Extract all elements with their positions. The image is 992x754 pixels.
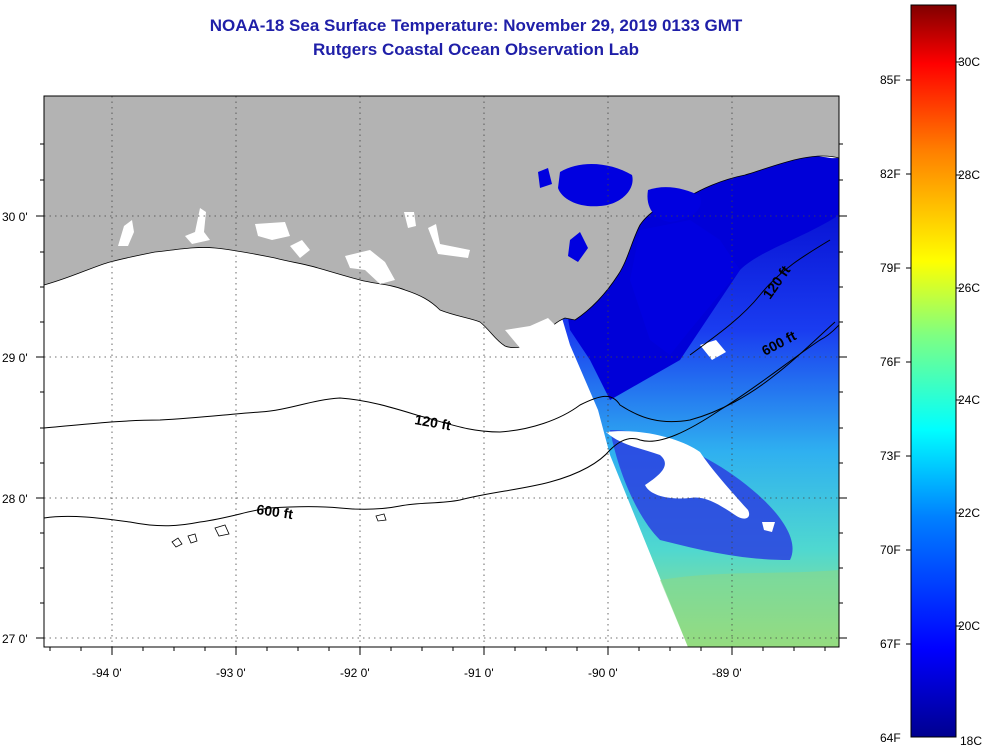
- inland-water-3: [255, 222, 290, 240]
- lake-small-2: [568, 232, 588, 262]
- inland-water-1: [118, 220, 134, 246]
- map-subtitle: Rutgers Coastal Ocean Observation Lab: [313, 40, 639, 59]
- inland-water-7: [345, 250, 395, 284]
- cb-f-67: 67F: [880, 637, 901, 651]
- sst-warm-band: [660, 570, 839, 647]
- colorbar: [910, 4, 957, 738]
- lat-label-30: 30 0': [2, 210, 28, 224]
- colorbar-ticks: [906, 61, 961, 645]
- contour-islands: [171, 513, 387, 548]
- contour-120ft: [44, 321, 836, 433]
- chandeleur-islands: [700, 340, 726, 360]
- cb-f-73: 73F: [880, 449, 901, 463]
- map-border: [43, 95, 840, 648]
- lat-label-29: 29 0': [2, 351, 28, 365]
- inland-water-8: [505, 318, 556, 348]
- lat-label-27: 27 0': [2, 632, 28, 646]
- lon-label-90: -90 0': [588, 666, 618, 680]
- cb-c-30: 30C: [958, 55, 980, 69]
- cb-f-64: 64F: [880, 731, 901, 745]
- contour-600ft: [44, 324, 839, 527]
- breton-sound: [630, 220, 740, 355]
- map-title: NOAA-18 Sea Surface Temperature: Novembe…: [209, 16, 743, 35]
- lake-borgne: [647, 187, 701, 222]
- lon-label-94: -94 0': [92, 666, 122, 680]
- contour-label-120ft-west: 120 ft: [413, 411, 452, 433]
- lat-ticks: [36, 143, 847, 639]
- cb-f-82: 82F: [880, 167, 901, 181]
- cb-c-18: 18C: [960, 734, 982, 748]
- inland-water-6: [428, 224, 470, 258]
- cb-c-28: 28C: [958, 168, 980, 182]
- contour-label-600ft-west: 600 ft: [256, 501, 295, 522]
- lon-label-92: -92 0': [340, 666, 370, 680]
- inland-water-4: [290, 240, 310, 258]
- cb-c-20: 20C: [958, 619, 980, 633]
- map-grid: [44, 96, 839, 647]
- lon-label-93: -93 0': [216, 666, 246, 680]
- lake-small-1: [538, 168, 552, 188]
- cloud-mask: [606, 431, 775, 532]
- cb-f-76: 76F: [880, 355, 901, 369]
- cb-c-22: 22C: [958, 506, 980, 520]
- cb-c-26: 26C: [958, 281, 980, 295]
- cb-c-24: 24C: [958, 393, 980, 407]
- lon-label-91: -91 0': [464, 666, 494, 680]
- cb-f-79: 79F: [880, 261, 901, 275]
- lat-label-28: 28 0': [2, 492, 28, 506]
- inland-water-2: [185, 208, 210, 244]
- lon-ticks: [49, 647, 826, 655]
- cb-f-85: 85F: [880, 73, 901, 87]
- lon-label-89: -89 0': [712, 666, 742, 680]
- contour-120ft-east: [689, 239, 831, 356]
- lake-pontchartrain: [558, 164, 633, 207]
- cb-f-70: 70F: [880, 543, 901, 557]
